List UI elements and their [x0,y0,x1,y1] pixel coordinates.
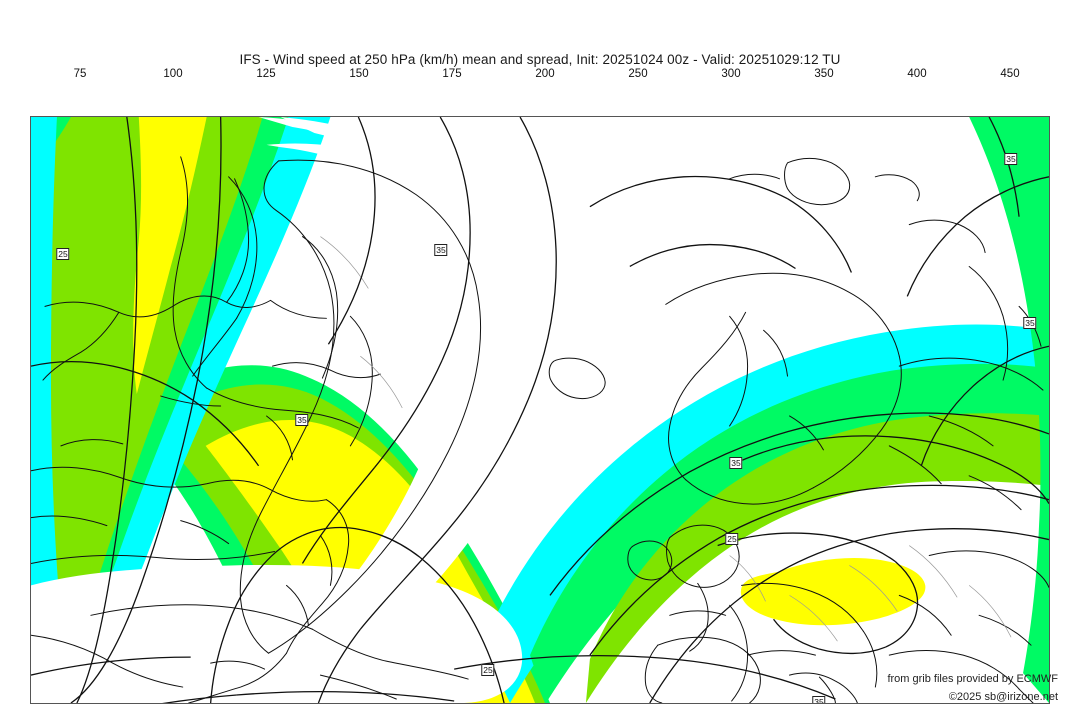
colorbar-tick-label: 125 [256,68,276,80]
colorbar-tick-label: 250 [628,68,648,80]
colorbar: 75 100 125 150 175 200 250 300 350 400 450 [0,68,1080,178]
contour-label: 35 [1004,153,1018,165]
contour-label: 35 [812,696,826,703]
page-title: IFS - Wind speed at 250 hPa (km/h) mean … [239,52,841,67]
contour-label: 25 [56,248,70,260]
colorbar-tick-label: 200 [535,68,555,80]
colorbar-tick-label: 450 [1000,68,1020,80]
copyright-credit: ©2025 sb@irizone.net [948,691,1058,703]
colorbar-tick-label: 75 [73,68,87,80]
colorbar-tick-label: 100 [163,68,183,80]
contour-label: 35 [1023,317,1037,329]
colorbar-tick-label: 175 [442,68,462,80]
colorbar-tick-label: 150 [349,68,369,80]
contour-label: 35 [434,244,448,256]
contour-label: 35 [729,457,743,469]
colorbar-tick-label: 300 [721,68,741,80]
contour-label: 25 [725,533,739,545]
contour-label: 35 [295,414,309,426]
map-canvas [31,117,1049,703]
colorbar-tick-label: 350 [814,68,834,80]
colorbar-tick-label: 400 [907,68,927,80]
data-source-credit: from grib files provided by ECMWF [887,673,1058,685]
map-panel[interactable]: 35 25 35 35 35 25 35 35 25 [30,116,1050,704]
contour-label: 25 [481,664,495,676]
colorbar-tick-labels: 75 100 125 150 175 200 250 300 350 400 450 [0,68,1080,84]
